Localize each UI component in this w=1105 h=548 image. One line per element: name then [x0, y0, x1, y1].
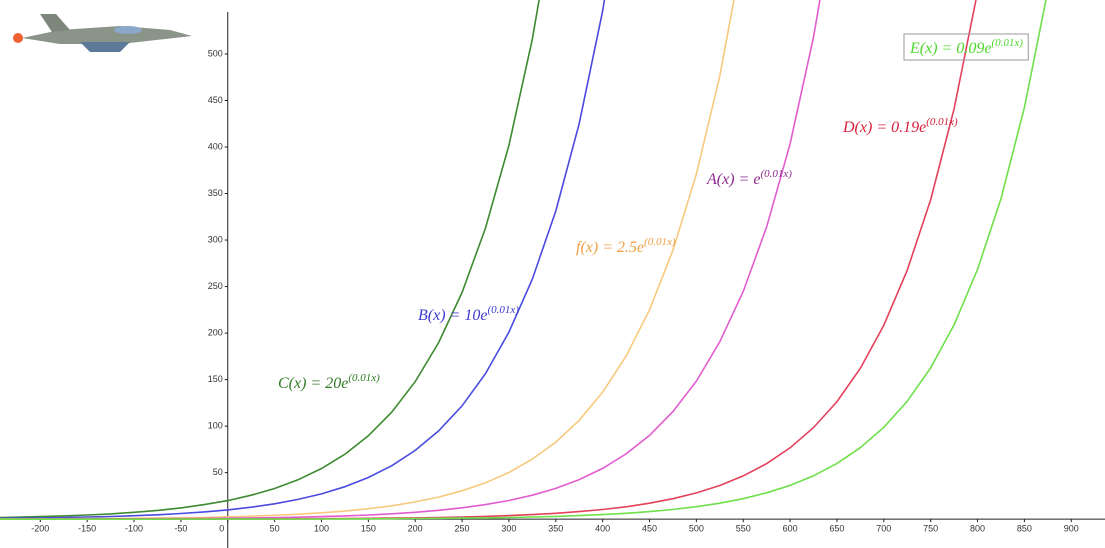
page: {"chart_data": {"type": "line", "xlim": … [0, 0, 1105, 548]
y-tick-label: 50 [213, 467, 223, 477]
y-tick-label: 200 [208, 327, 223, 337]
x-tick-label: 150 [361, 524, 376, 534]
function-curve [0, 0, 626, 518]
x-tick-label: 350 [548, 524, 563, 534]
function-label-exponent: (0.01x) [348, 372, 380, 384]
y-tick-label: 150 [208, 374, 223, 384]
function-label: B(x) = 10e(0.01x) [418, 304, 519, 324]
x-tick-label: 700 [876, 524, 891, 534]
x-tick-label: 650 [829, 524, 844, 534]
function-label: E(x) = 0.09e(0.01x) [909, 37, 1023, 57]
x-tick-label: 800 [970, 524, 985, 534]
function-label: D(x) = 0.19e(0.01x) [842, 116, 958, 136]
x-tick-label: 450 [642, 524, 657, 534]
x-tick-label: 0 [219, 524, 224, 534]
y-tick-label: 250 [208, 281, 223, 291]
x-tick-label: 600 [783, 524, 798, 534]
x-tick-label: 900 [1064, 524, 1079, 534]
function-curve [0, 0, 837, 519]
x-tick-label: 850 [1017, 524, 1032, 534]
y-tick-label: 300 [208, 234, 223, 244]
function-label-exponent: (0.01x) [644, 236, 676, 248]
x-tick-label: 300 [501, 524, 516, 534]
x-tick-label: 550 [736, 524, 751, 534]
x-tick-label: -100 [125, 524, 143, 534]
function-label-exponent: (0.01x) [991, 37, 1023, 49]
function-curve [0, 0, 556, 518]
function-label: f(x) = 2.5e(0.01x) [576, 236, 676, 256]
y-tick-label: 400 [208, 141, 223, 151]
y-tick-label: 100 [208, 420, 223, 430]
x-tick-label: 200 [408, 524, 423, 534]
y-tick-label: 500 [208, 48, 223, 58]
chart: -200 -150 -100 -50 0 50 100 150 200 250 300 350 400 4… [0, 0, 1105, 548]
function-label-name: E(x) = 0.09e [909, 40, 991, 57]
y-tick-label: 350 [208, 188, 223, 198]
function-label-exponent: (0.01x) [760, 168, 792, 180]
x-tick-label: 750 [923, 524, 938, 534]
function-curve [0, 0, 977, 519]
x-tick-label: 100 [314, 524, 329, 534]
x-tick-label: -150 [78, 524, 96, 534]
function-label-name: A(x) = e [706, 171, 760, 188]
function-label-name: C(x) = 20e [278, 375, 348, 392]
x-tick-label: 50 [270, 524, 280, 534]
x-tick-label: 500 [689, 524, 704, 534]
x-tick-label: -50 [174, 524, 187, 534]
function-label-exponent: (0.01x) [487, 304, 519, 316]
jet-icon [13, 14, 192, 52]
function-label-name: f(x) = 2.5e [576, 239, 644, 256]
y-tick-label: 450 [208, 95, 223, 105]
function-label: C(x) = 20e(0.01x) [278, 372, 380, 392]
function-label-exponent: (0.01x) [926, 116, 958, 128]
plot-area: -200 -150 -100 -50 0 50 100 150 200 250 300 350 400 4… [0, 0, 1105, 548]
x-tick-label: -200 [31, 524, 49, 534]
function-label-name: D(x) = 0.19e [842, 119, 926, 136]
function-curve [0, 0, 743, 519]
function-label-name: B(x) = 10e [418, 307, 487, 324]
x-tick-label: 250 [455, 524, 470, 534]
x-tick-label: 400 [595, 524, 610, 534]
